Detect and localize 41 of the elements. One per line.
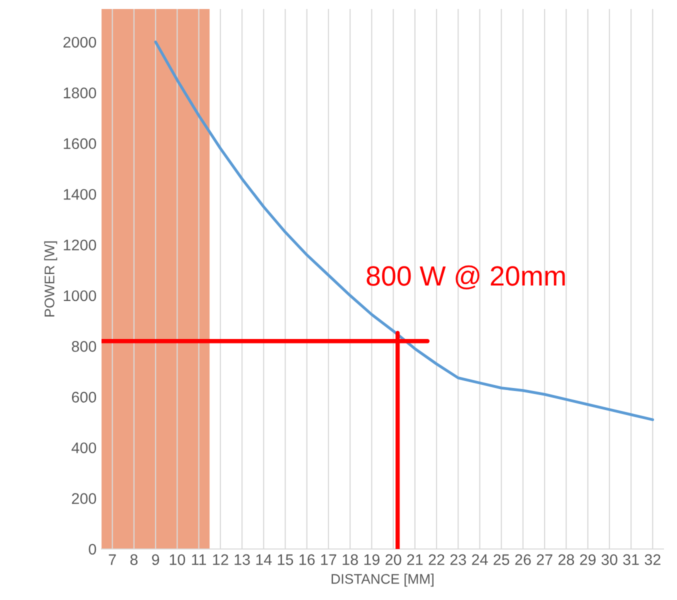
annotation: 800 W @ 20mm xyxy=(366,265,565,290)
y-tick-label: 200 xyxy=(72,493,96,504)
y-tick-label: 2000 xyxy=(63,36,96,48)
y-tick-label: 1400 xyxy=(64,188,96,200)
x-tick-label: 19 xyxy=(364,554,380,566)
x-tick-label: 22 xyxy=(428,554,444,565)
x-tick-label: 20 xyxy=(386,554,402,566)
x-tick-label: 8 xyxy=(130,554,138,566)
x-tick-label: 29 xyxy=(580,554,596,566)
x-tick-label: 23 xyxy=(450,554,466,566)
y-tick-label: 1800 xyxy=(64,88,96,98)
x-tick-label: 18 xyxy=(342,554,358,566)
x-tick-label: 24 xyxy=(472,554,488,565)
x-tick-label: 9 xyxy=(152,554,160,566)
x-tick-label: 32 xyxy=(644,554,660,566)
x-tick-label: 14 xyxy=(256,554,272,565)
y-tick-label: 1200 xyxy=(64,240,96,250)
x-tick-label: 15 xyxy=(278,554,294,566)
x-tick-label: 11 xyxy=(192,554,206,565)
y-tick-label: 0 xyxy=(88,544,96,555)
y-tick-label: 600 xyxy=(72,392,96,403)
y-tick-label: 800 xyxy=(72,341,96,352)
x-tick-label: 28 xyxy=(558,554,574,566)
x-tick-label: 13 xyxy=(234,554,250,566)
line-series xyxy=(154,40,654,422)
x-tick-label: 27 xyxy=(536,554,552,565)
y-tick-label: 1600 xyxy=(64,138,96,150)
x-tick-label: 7 xyxy=(108,554,116,565)
x-tick-label: 21 xyxy=(407,554,423,565)
x-tick-label: 26 xyxy=(515,554,531,566)
x-tick-label: 12 xyxy=(213,554,228,565)
y-axis-title: POWER [W] xyxy=(44,241,58,316)
x-tick-label: 16 xyxy=(300,554,315,566)
x-tick-label: 17 xyxy=(321,554,336,565)
x-axis-title: DISTANCE [MM] xyxy=(332,574,434,587)
y-tick-label: 1000 xyxy=(64,290,96,302)
x-tick-label: 10 xyxy=(170,554,186,566)
x-tick-label: 31 xyxy=(623,554,639,566)
x-tick-label: 30 xyxy=(602,554,618,566)
y-tick-label: 400 xyxy=(72,442,96,454)
x-tick-label: 25 xyxy=(494,554,510,566)
